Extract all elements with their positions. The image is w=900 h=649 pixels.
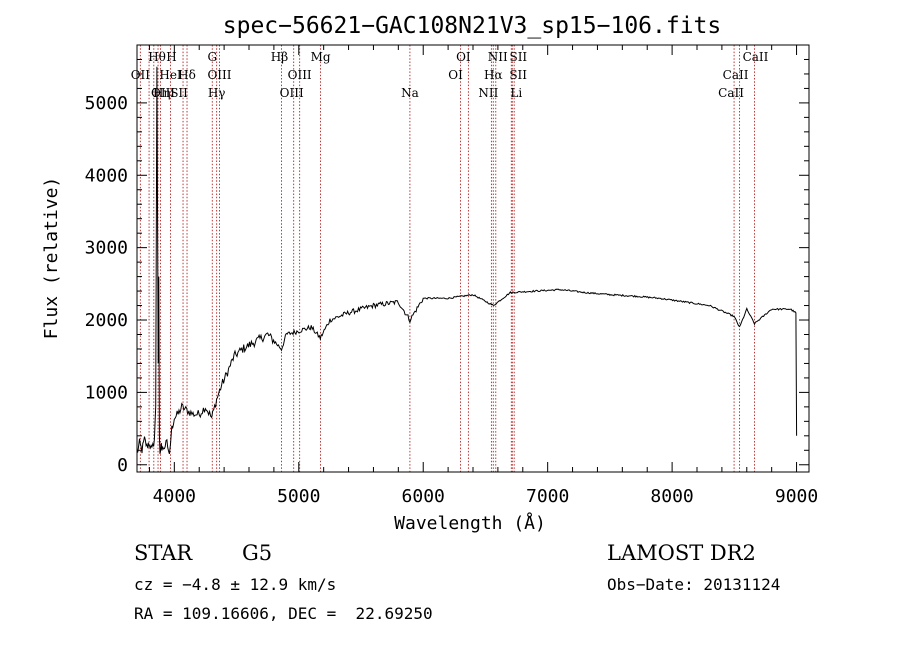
- x-tick-label: 9000: [775, 486, 818, 507]
- line-label: Hθ: [148, 50, 166, 64]
- x-tick-label: 6000: [402, 486, 445, 507]
- y-tick-label: 0: [117, 455, 128, 476]
- line-label: OIII: [280, 86, 304, 100]
- line-label: Hα: [484, 68, 503, 82]
- survey-name: LAMOST DR2: [607, 541, 756, 565]
- y-tick-label: 4000: [85, 165, 128, 186]
- y-tick-labels: 0 1000 2000 3000 4000 5000: [85, 93, 128, 476]
- line-label: CaII: [718, 86, 744, 100]
- line-label: Hβ: [271, 50, 288, 64]
- x-tick-label: 4000: [153, 486, 196, 507]
- spectrum-line: [136, 66, 798, 455]
- line-labels: HθOIIOIIIHeIHηHHδSIIGOIIIHγHβOIIIOIIIMgN…: [131, 50, 769, 100]
- line-label: NII: [488, 50, 508, 64]
- y-tick-label: 2000: [85, 310, 128, 331]
- object-class: STAR: [134, 541, 193, 565]
- line-label: SII: [170, 86, 188, 100]
- x-tick-labels: 4000 5000 6000 7000 8000 9000: [153, 486, 819, 507]
- object-subclass: G5: [242, 541, 272, 565]
- line-label: SII: [509, 68, 527, 82]
- x-axis-label: Wavelength (Å): [394, 512, 546, 534]
- line-label: OI: [456, 50, 471, 64]
- y-tick-label: 3000: [85, 238, 128, 259]
- x-tick-label: 5000: [277, 486, 320, 507]
- line-label: CaII: [743, 50, 769, 64]
- line-label: OIII: [207, 68, 231, 82]
- axis-ticks: [137, 45, 809, 472]
- chart-title: spec−56621−GAC108N21V3_sp15−106.fits: [223, 13, 722, 39]
- line-label: NII: [478, 86, 498, 100]
- line-label: Hγ: [208, 86, 226, 100]
- line-label: G: [207, 50, 217, 64]
- line-label: Hδ: [178, 68, 196, 82]
- y-tick-label: 1000: [85, 382, 128, 403]
- line-label: OIII: [151, 86, 175, 100]
- line-label: OII: [131, 68, 151, 82]
- coordinates: RA = 109.16606, DEC = 22.69250: [134, 604, 433, 623]
- line-label: CaII: [723, 68, 749, 82]
- line-label: OIII: [288, 68, 312, 82]
- y-tick-label: 5000: [85, 93, 128, 114]
- x-tick-label: 7000: [526, 486, 569, 507]
- line-label: Hη: [153, 86, 171, 100]
- redshift-text: cz = −4.8 ± 12.9 km/s: [134, 575, 336, 594]
- line-label: SII: [509, 50, 527, 64]
- line-label: HeI: [159, 68, 182, 82]
- line-label: Li: [510, 86, 522, 100]
- line-label: Na: [401, 86, 419, 100]
- y-axis-label: Flux (relative): [41, 177, 62, 340]
- line-label: H: [166, 50, 176, 64]
- plot-frame: [136, 44, 810, 473]
- line-label: OI: [448, 68, 463, 82]
- line-markers: [139, 45, 755, 472]
- x-tick-label: 8000: [650, 486, 693, 507]
- series-layer: [136, 66, 798, 455]
- line-label: Mg: [311, 50, 331, 64]
- obs-date: Obs−Date: 20131124: [607, 575, 780, 594]
